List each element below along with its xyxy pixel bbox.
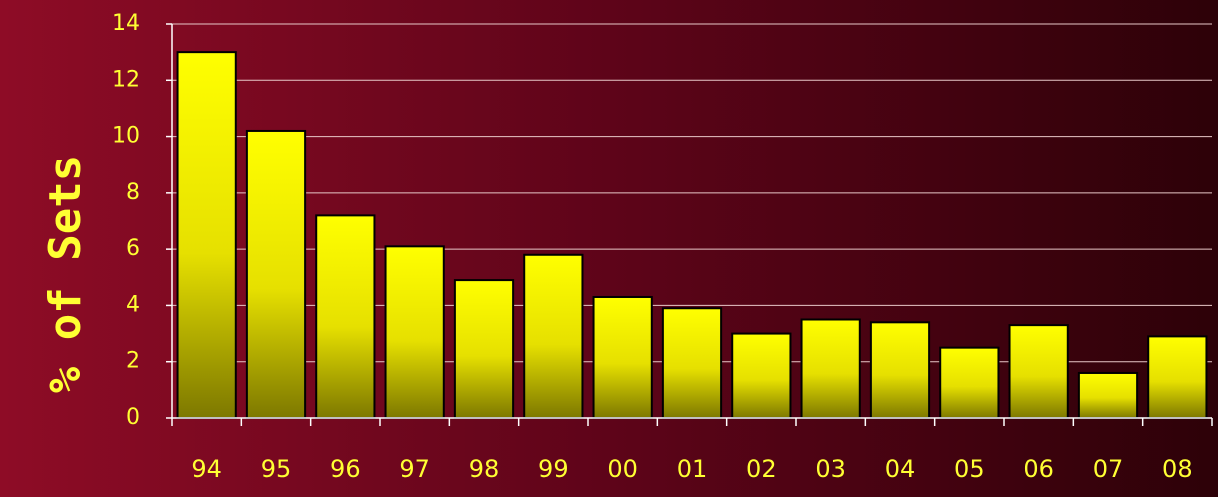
x-tick-label: 05 (954, 455, 985, 483)
x-tick-label: 98 (469, 455, 500, 483)
y-tick-label: 6 (126, 236, 140, 261)
x-tick-label: 00 (607, 455, 638, 483)
bar-06 (1008, 324, 1069, 419)
x-tick-label: 03 (815, 455, 846, 483)
y-tick-label: 4 (126, 292, 140, 317)
bar-04 (869, 321, 931, 420)
x-tick-label: 99 (538, 455, 569, 483)
bar-94 (176, 51, 237, 420)
bar-08 (1147, 335, 1208, 419)
y-axis-label: % of Sets (40, 155, 91, 393)
y-tick-label: 0 (126, 405, 140, 430)
y-tick-labels: 0 2 4 6 8 10 12 14 (112, 11, 140, 430)
x-tick-label: 01 (677, 455, 708, 483)
x-tick-label: 04 (885, 455, 916, 483)
x-tick-label: 02 (746, 455, 777, 483)
x-tick-label: 96 (330, 455, 361, 483)
x-tick-label: 94 (191, 455, 222, 483)
x-tick-label: 95 (261, 455, 292, 483)
bar-05 (939, 346, 1000, 419)
axes (166, 23, 1213, 426)
y-tick-label: 14 (112, 11, 140, 36)
y-tick-label: 8 (126, 180, 140, 205)
bar-00 (592, 295, 653, 419)
y-tick-label: 10 (112, 124, 140, 149)
bar-97 (384, 245, 445, 419)
bar-98 (453, 279, 515, 419)
bars (176, 51, 1208, 420)
x-tick-labels: 94 95 96 97 98 99 00 01 02 03 04 05 06 07 08 (191, 455, 1192, 483)
bar-99 (523, 253, 584, 419)
bar-02 (731, 332, 792, 420)
y-tick-label: 2 (126, 349, 140, 374)
y-tick-label: 12 (112, 67, 140, 92)
bar-96 (315, 214, 376, 419)
x-tick-label: 08 (1162, 455, 1193, 483)
bar-95 (245, 129, 307, 419)
bar-07 (1077, 371, 1139, 420)
x-tick-label: 07 (1093, 455, 1124, 483)
x-tick-label: 06 (1023, 455, 1054, 483)
bar-03 (800, 318, 861, 419)
x-tick-label: 97 (399, 455, 430, 483)
bar-01 (661, 307, 723, 419)
